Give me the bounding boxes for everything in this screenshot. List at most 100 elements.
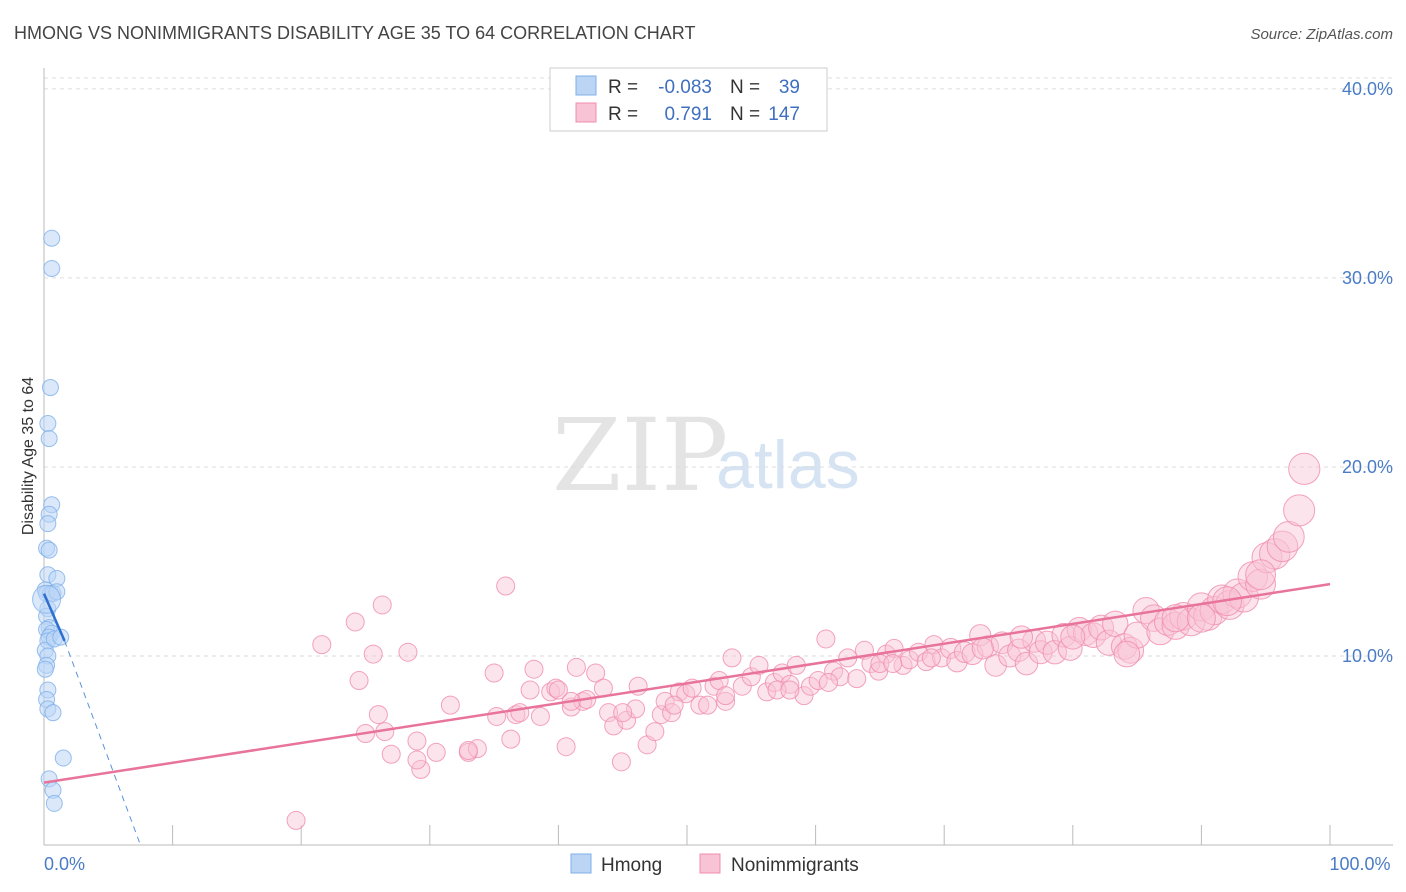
nonimmigrant-point-25 [546, 678, 566, 698]
y-tick-label-3: 40.0% [1342, 79, 1393, 99]
nonimmigrant-point-85 [969, 624, 992, 647]
nonimmigrant-point-17 [487, 706, 507, 726]
nonimmigrant-point-44 [662, 703, 682, 723]
hmong-point-3 [39, 414, 57, 432]
legend-hmong-label: Hmong [601, 855, 662, 876]
legend-box-hmong-n-value: 39 [779, 77, 800, 98]
trend-lines [42, 582, 1331, 846]
nonimmigrant-point-35 [604, 716, 624, 736]
nonimmigrant-point-63 [800, 676, 820, 696]
nonimmigrant-point-16 [484, 663, 504, 683]
nonimmigrant-point-62 [794, 686, 814, 706]
gridlines [44, 77, 1393, 657]
nonimmigrant-point-10 [407, 731, 427, 751]
nonimmigrant-point-80 [932, 648, 952, 668]
legend-box-nonimmigrants-r-value: 0.791 [664, 104, 712, 125]
nonimmigrant-point-105 [1117, 636, 1145, 664]
nonimmigrant-point-7 [372, 595, 392, 615]
hmong-point-2 [41, 379, 59, 397]
nonimmigrant-point-100 [1080, 622, 1107, 649]
nonimmigrant-point-96 [1051, 622, 1077, 648]
legend-hmong-swatch [570, 853, 592, 874]
nonimmigrant-point-140 [458, 740, 478, 760]
hmong-trend-extension [64, 640, 141, 846]
nonimmigrant-point-27 [556, 737, 576, 757]
legend-box-hmong-r-value: -0.083 [658, 77, 712, 98]
legend-box-hmong-swatch [575, 75, 597, 96]
nonimmigrants-points [286, 452, 1321, 830]
nonimmigrant-point-145 [1161, 604, 1190, 633]
nonimmigrant-point-48 [690, 695, 710, 715]
nonimmigrant-point-21 [520, 680, 540, 700]
nonimmigrant-point-67 [830, 667, 850, 687]
bottom-legend: Hmong Nonimmigrants [570, 853, 859, 876]
nonimmigrant-point-26 [548, 680, 568, 700]
hmong-point-33 [44, 704, 62, 722]
nonimmigrant-point-13 [440, 695, 460, 715]
nonimmigrant-point-22 [524, 659, 544, 679]
nonimmigrant-point-41 [645, 722, 665, 742]
hmong-point-0 [43, 229, 61, 247]
y-tick-labels: 10.0% 20.0% 30.0% 40.0% [1342, 79, 1393, 666]
nonimmigrant-point-32 [586, 663, 606, 683]
watermark-zip: ZIP [552, 397, 728, 514]
nonimmigrant-point-143 [1009, 625, 1034, 649]
watermark-atlas: atlas [716, 427, 860, 503]
y-tick-label-1: 20.0% [1342, 457, 1393, 477]
hmong-point-1 [43, 259, 61, 277]
chart-title: HMONG VS NONIMMIGRANTS DISABILITY AGE 35… [14, 23, 695, 43]
x-tick-label-1: 100.0% [1329, 854, 1390, 874]
nonimmigrant-point-78 [916, 652, 936, 672]
nonimmigrant-point-65 [816, 629, 836, 649]
nonimmigrant-point-123 [1251, 542, 1283, 574]
nonimmigrant-point-127 [1283, 494, 1316, 527]
nonimmigrant-point-139 [510, 703, 530, 723]
legend-box: R = -0.083 N = 39 R = 0.791 N = 147 [549, 67, 828, 132]
nonimmigrant-point-24 [541, 682, 561, 702]
nonimmigrant-point-9 [398, 642, 418, 662]
nonimmigrant-point-60 [780, 674, 800, 694]
y-tick-label-2: 30.0% [1342, 268, 1393, 288]
nonimmigrant-point-128 [1288, 452, 1321, 485]
hmong-point-34 [54, 749, 72, 767]
hmong-point-4 [40, 430, 58, 448]
nonimmigrant-point-135 [716, 686, 736, 706]
nonimmigrant-point-56 [749, 655, 769, 675]
nonimmigrant-point-83 [953, 641, 976, 664]
nonimmigrant-point-6 [368, 705, 388, 725]
legend-box-nonimmigrants-n-label: N = [730, 104, 760, 125]
nonimmigrant-point-38 [626, 699, 646, 719]
nonimmigrant-point-119 [1222, 578, 1253, 609]
nonimmigrant-point-136 [664, 695, 684, 715]
x-tick-labels: 0.0% 100.0% [44, 854, 1391, 874]
nonimmigrant-point-141 [407, 750, 427, 770]
legend-box-nonimmigrants-n-value: 147 [768, 104, 800, 125]
x-tick-label-0: 0.0% [44, 854, 85, 874]
nonimmigrant-point-12 [426, 742, 446, 762]
nonimmigrant-point-36 [611, 752, 631, 772]
legend-box-hmong-r-label: R = [608, 77, 638, 98]
nonimmigrant-point-131 [921, 648, 941, 668]
nonimmigrant-point-11 [411, 759, 431, 779]
watermark: ZIP atlas [552, 397, 860, 514]
hmong-point-9 [40, 541, 58, 559]
nonimmigrant-point-52 [716, 691, 736, 711]
hmong-points [32, 229, 72, 812]
chart-source: Source: ZipAtlas.com [1250, 26, 1393, 43]
nonimmigrants-trend-line [43, 582, 1331, 784]
hmong-point-7 [39, 515, 57, 533]
nonimmigrant-point-69 [847, 669, 867, 689]
nonimmigrant-point-129 [1113, 640, 1141, 668]
nonimmigrant-point-19 [501, 729, 521, 749]
hmong-point-29 [36, 660, 54, 678]
y-tick-label-0: 10.0% [1342, 646, 1393, 666]
nonimmigrant-point-130 [971, 637, 994, 660]
hmong-point-37 [45, 794, 63, 812]
nonimmigrant-point-0 [286, 810, 306, 830]
nonimmigrant-point-137 [613, 703, 633, 723]
nonimmigrant-point-49 [698, 695, 718, 715]
nonimmigrant-point-2 [345, 612, 365, 632]
nonimmigrant-point-23 [530, 706, 550, 726]
nonimmigrant-point-122 [1245, 568, 1276, 600]
